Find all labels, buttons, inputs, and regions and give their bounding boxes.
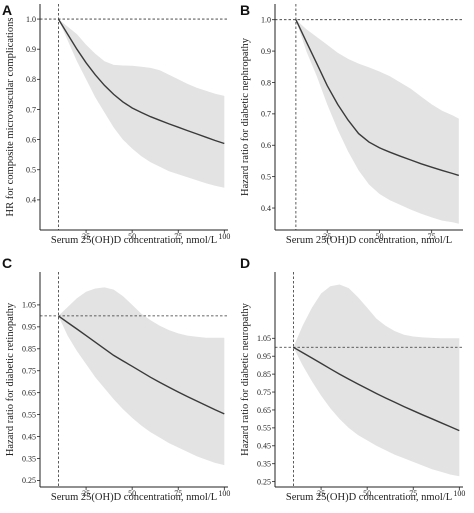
y-tick-label: 1.05 (22, 301, 36, 310)
panel-letter: B (240, 2, 250, 18)
x-tick-label: 50 (128, 232, 136, 241)
y-tick-label: 0.75 (22, 367, 36, 376)
y-tick-label: 0.4 (26, 196, 36, 205)
y-tick-label: 0.65 (257, 406, 271, 415)
y-tick-label: 0.4 (261, 204, 271, 213)
x-axis-title: Serum 25(OH)D concentration, nmol/L (286, 492, 452, 503)
y-tick-label: 0.7 (261, 110, 271, 119)
x-tick-label: 50 (128, 489, 136, 498)
y-tick-label: 0.55 (22, 410, 36, 419)
hazard-ratio-line (57, 18, 225, 145)
panel-b: 25 50 75 0.4 0.5 0.6 0.7 0.8 0.9 1.0 Serum 25(OH)D… (240, 2, 463, 246)
hazard-ratio-line (295, 19, 460, 177)
x-tick-label: 25 (317, 489, 325, 498)
y-tick-label: 1.05 (257, 334, 271, 343)
y-tick-label: 0.95 (22, 323, 36, 332)
hazard-ratio-line (57, 315, 225, 415)
x-tick-label: 75 (174, 232, 182, 241)
y-tick-label: 0.35 (22, 454, 36, 463)
x-tick-label: 100 (453, 489, 465, 498)
panel-letter: D (240, 255, 250, 271)
x-tick-label: 25 (323, 232, 331, 241)
y-tick-label: 0.5 (26, 166, 36, 175)
x-axis-title: Serum 25(OH)D concentration, nmol/L (51, 235, 217, 246)
y-tick-label: 0.45 (257, 442, 271, 451)
y-tick-label: 0.9 (261, 47, 271, 56)
panel-letter: C (2, 255, 12, 271)
y-tick-label: 0.85 (22, 345, 36, 354)
x-tick-label: 50 (363, 489, 371, 498)
x-tick-label: 75 (409, 489, 417, 498)
x-tick-label: 50 (375, 232, 383, 241)
panel-d: 25 50 75 100 0.25 0.35 0.45 0.55 0.65 0.75 0.85 0.9… (240, 255, 465, 503)
y-tick-label: 0.25 (22, 476, 36, 485)
y-tick-label: 0.8 (26, 75, 36, 84)
y-tick-label: 0.8 (261, 78, 271, 87)
y-tick-label: 0.6 (26, 135, 36, 144)
y-tick-label: 0.55 (257, 424, 271, 433)
confidence-band (293, 284, 460, 477)
y-tick-label: 0.45 (22, 432, 36, 441)
hazard-ratio-line (293, 346, 460, 432)
confidence-band (58, 19, 225, 188)
x-tick-label: 25 (82, 232, 90, 241)
panel-c: 25 50 75 100 0.25 0.35 0.45 0.55 0.65 0.75 0.85 0.9… (2, 255, 230, 503)
y-tick-label: 0.9 (26, 45, 36, 54)
x-tick-label: 25 (82, 489, 90, 498)
x-tick-label: 100 (218, 489, 230, 498)
confidence-band (295, 19, 459, 224)
panel-letter: A (2, 2, 12, 18)
y-tick-label: 0.35 (257, 460, 271, 469)
x-axis-title: Serum 25(OH)D concentration, nmol/L (51, 492, 217, 503)
y-tick-label: 0.85 (257, 370, 271, 379)
y-tick-label: 1.0 (261, 15, 271, 24)
y-axis-title: HR for composite microvascular complicat… (5, 18, 16, 217)
y-axis-title: Hazard ratio for diabetic retinopathy (5, 302, 16, 456)
y-tick-label: 0.65 (22, 388, 36, 397)
y-axis-title: Hazard ratio for diabetic nephropathy (240, 37, 251, 196)
y-tick-label: 1.0 (26, 15, 36, 24)
y-tick-label: 0.25 (257, 477, 271, 486)
x-tick-label: 75 (174, 489, 182, 498)
x-tick-label: 100 (218, 232, 230, 241)
confidence-band (58, 287, 225, 466)
x-tick-label: 75 (428, 232, 436, 241)
y-tick-label: 0.5 (261, 172, 271, 181)
panel-a: 25 50 75 100 0.4 0.5 0.6 0.7 0.8 0.9 1.0 Serum 25(O… (2, 2, 230, 246)
y-tick-label: 0.75 (257, 388, 271, 397)
y-axis-title: Hazard ratio for diabetic neuropathy (240, 302, 251, 456)
y-tick-label: 0.95 (257, 352, 271, 361)
x-axis-title: Serum 25(OH)D concentration, nmol/L (286, 235, 452, 246)
y-tick-label: 0.6 (261, 141, 271, 150)
y-tick-label: 0.7 (26, 105, 36, 114)
